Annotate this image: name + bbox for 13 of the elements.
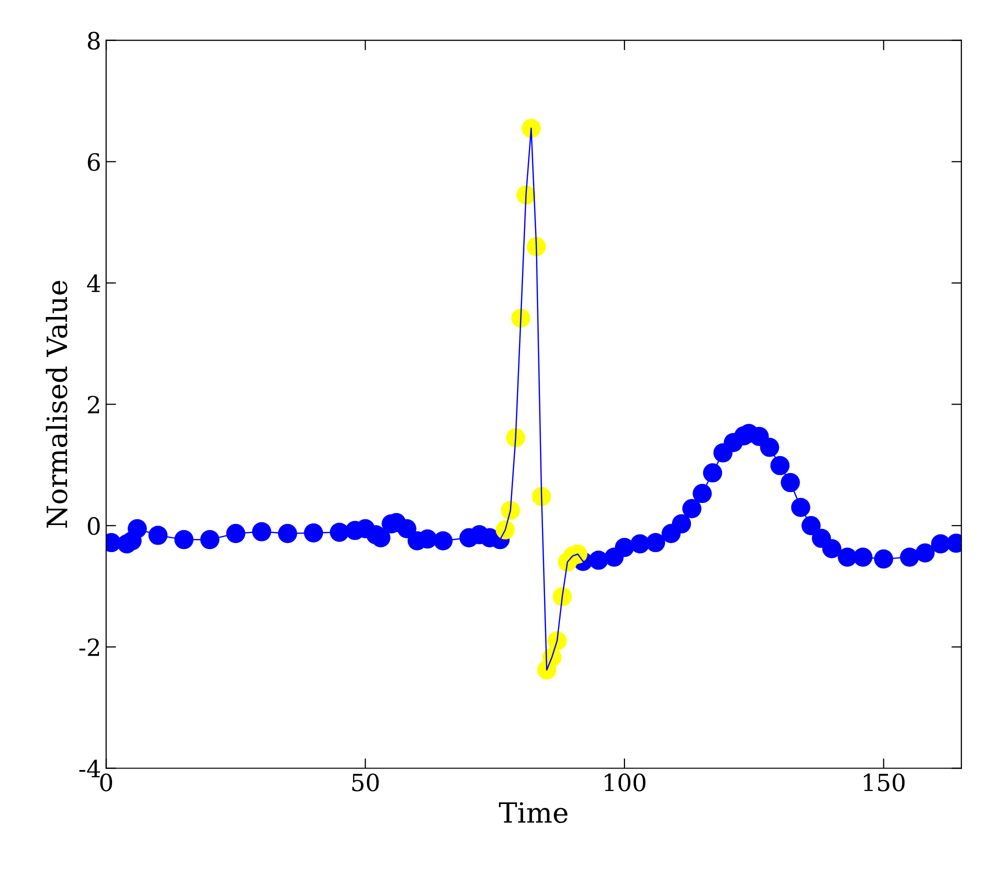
y-tick-label: -2	[79, 638, 99, 656]
y-axis-title: Normalised Value	[46, 280, 68, 528]
y-tick-label: 4	[87, 274, 100, 292]
y-tick-label: 6	[88, 153, 100, 171]
x-tick-label: 0	[100, 774, 112, 792]
y-tick-label: 8	[88, 32, 100, 50]
y-tick-label: 0	[88, 517, 100, 535]
y-tick-label: 2	[88, 396, 99, 414]
x-tick-label: 150	[864, 774, 905, 792]
x-tick-label: 100	[604, 774, 646, 792]
x-tick-label: 50	[352, 774, 379, 792]
x-axis-title: Time	[498, 802, 568, 824]
y-tick-label: -4	[79, 760, 100, 778]
